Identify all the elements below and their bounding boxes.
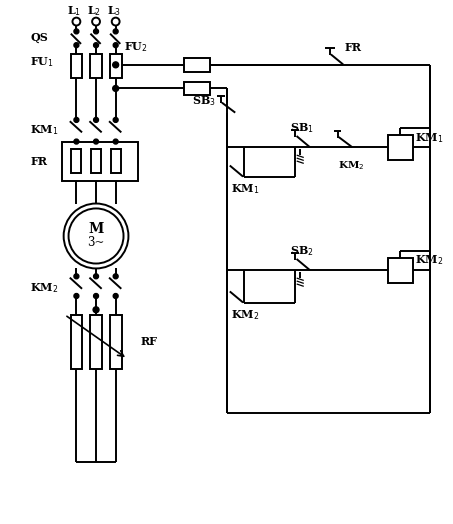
Text: 3~: 3~ [87, 236, 105, 249]
Text: L$_2$: L$_2$ [87, 4, 101, 18]
Circle shape [68, 209, 124, 264]
Circle shape [94, 43, 98, 48]
Circle shape [113, 29, 118, 34]
Text: FR: FR [30, 156, 47, 167]
Text: QS: QS [30, 32, 48, 43]
Circle shape [93, 307, 99, 313]
Circle shape [113, 43, 118, 48]
Bar [110, 54, 121, 78]
Bar [388, 258, 413, 283]
Text: FU$_1$: FU$_1$ [30, 55, 54, 69]
Circle shape [74, 139, 79, 144]
Bar [111, 149, 120, 173]
Circle shape [74, 117, 79, 123]
Circle shape [113, 139, 118, 144]
Circle shape [113, 85, 119, 91]
Circle shape [94, 29, 98, 34]
Circle shape [112, 18, 120, 26]
Text: RF: RF [140, 336, 157, 347]
Text: FU$_2$: FU$_2$ [124, 40, 147, 54]
Text: KM$_1$: KM$_1$ [415, 130, 443, 145]
Circle shape [74, 274, 79, 279]
Circle shape [113, 293, 118, 299]
Circle shape [94, 274, 98, 279]
Bar [91, 149, 101, 173]
Circle shape [72, 18, 80, 26]
Text: SB$_2$: SB$_2$ [290, 244, 314, 258]
Text: SB$_3$: SB$_3$ [192, 94, 216, 108]
Circle shape [94, 117, 98, 123]
Circle shape [94, 139, 98, 144]
Bar [72, 149, 81, 173]
Bar [90, 315, 102, 369]
Text: L$_3$: L$_3$ [106, 4, 121, 18]
Circle shape [94, 293, 98, 299]
Bar [62, 141, 138, 181]
Text: KM$_1$: KM$_1$ [231, 182, 259, 195]
Circle shape [74, 43, 79, 48]
Text: L$_1$: L$_1$ [67, 4, 82, 18]
Text: KM$_2$: KM$_2$ [415, 254, 443, 267]
Bar [184, 58, 210, 72]
Text: KM$_2$: KM$_2$ [30, 281, 58, 295]
Bar [184, 82, 210, 95]
Text: FR: FR [344, 41, 361, 52]
Text: SB$_1$: SB$_1$ [290, 121, 314, 135]
Circle shape [113, 117, 118, 123]
Circle shape [74, 293, 79, 299]
Circle shape [92, 18, 100, 26]
Circle shape [74, 29, 79, 34]
Circle shape [113, 274, 118, 279]
Bar [388, 135, 413, 160]
Bar [71, 54, 82, 78]
Text: KM$_1$: KM$_1$ [30, 123, 58, 137]
Bar [71, 315, 82, 369]
Text: KM$_2$: KM$_2$ [231, 308, 259, 322]
Circle shape [113, 62, 119, 68]
Circle shape [63, 203, 129, 268]
Text: M: M [88, 222, 104, 236]
Bar [110, 315, 121, 369]
Text: KM$_2$: KM$_2$ [337, 159, 364, 171]
Bar [90, 54, 102, 78]
